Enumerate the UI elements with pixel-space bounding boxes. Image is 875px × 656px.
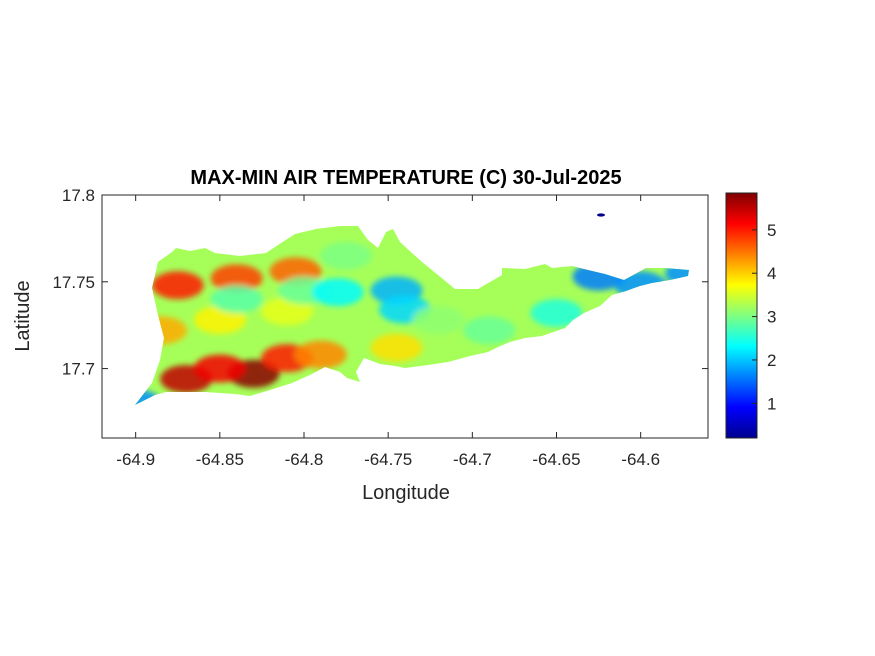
field-point [320, 241, 373, 270]
field-point [412, 305, 465, 334]
field-point [193, 354, 246, 383]
colorbar-tick-label: 3 [767, 308, 776, 327]
x-tick-label: -64.85 [196, 450, 244, 469]
x-axis: -64.9 -64.85 -64.8 -64.75 -64.7 -64.65 -64.6 [116, 195, 660, 469]
y-axis: 17.7 17.75 17.8 [52, 186, 708, 379]
offshore-islet [597, 213, 605, 217]
colorbar-tick-label: 4 [767, 264, 776, 283]
colorbar-tick-label: 2 [767, 351, 776, 370]
colorbar-ticks: 1 2 3 4 5 [752, 221, 776, 413]
colorbar-tick-label: 1 [767, 394, 776, 413]
x-tick-label: -64.8 [285, 450, 324, 469]
field-point [311, 278, 364, 307]
field-point [210, 285, 263, 314]
x-tick-label: -64.6 [621, 450, 660, 469]
x-tick-label: -64.9 [116, 450, 155, 469]
chart-title: MAX-MIN AIR TEMPERATURE (C) 30-Jul-2025 [190, 167, 621, 189]
field-point [151, 271, 204, 300]
field-point [370, 333, 423, 362]
x-tick-label: -64.7 [453, 450, 492, 469]
x-tick-label: -64.65 [532, 450, 580, 469]
x-axis-label: Longitude [362, 482, 450, 504]
plot-frame [101, 194, 709, 439]
x-tick-label: -64.75 [364, 450, 412, 469]
y-axis-label: Latitude [12, 280, 34, 351]
y-tick-label: 17.8 [62, 186, 95, 205]
field-point [210, 264, 263, 293]
colorbar-tick-label: 5 [767, 221, 776, 240]
field-point [294, 340, 347, 369]
y-tick-label: 17.7 [62, 360, 95, 379]
field-point [463, 316, 516, 345]
y-tick-label: 17.75 [52, 273, 95, 292]
field-point [530, 299, 583, 328]
colorbar [725, 192, 758, 439]
